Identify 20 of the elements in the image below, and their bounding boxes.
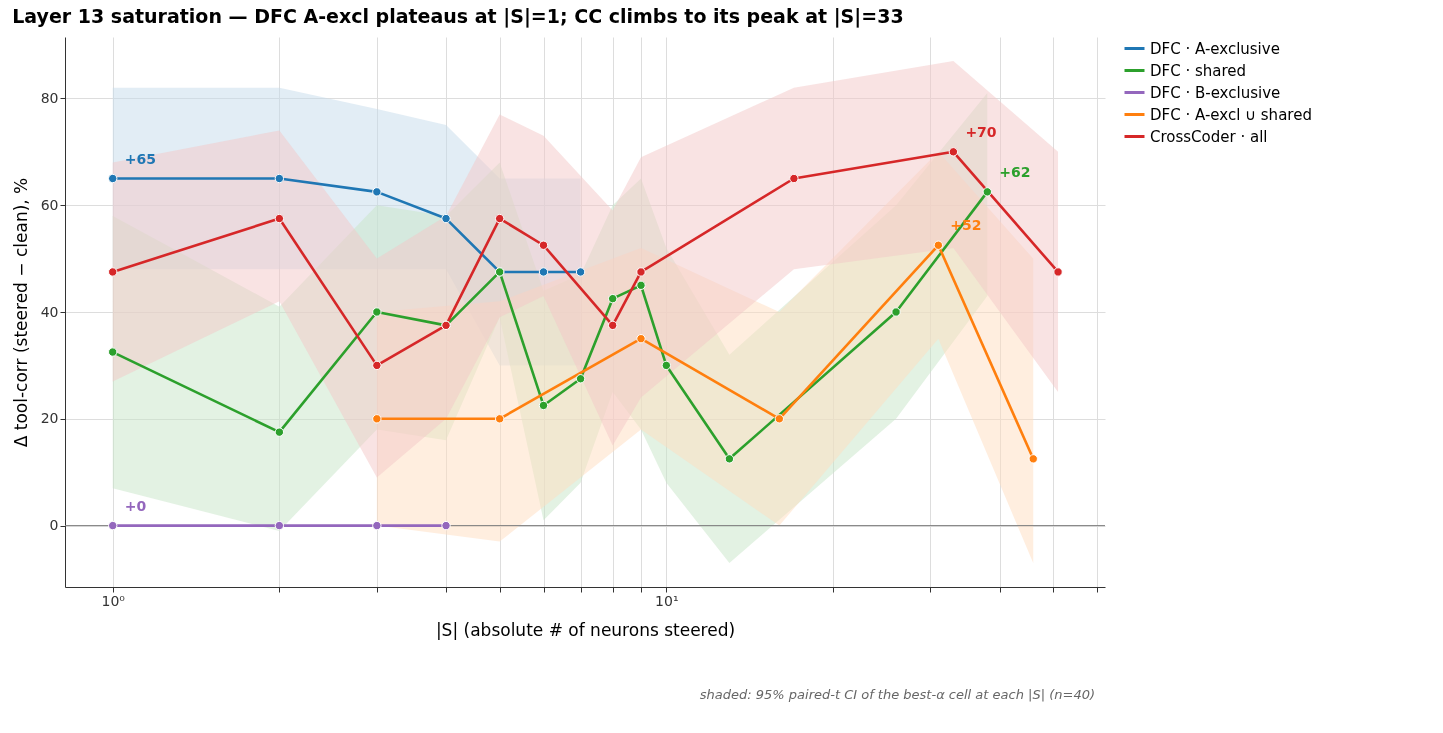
y-tick-label: 20 bbox=[40, 410, 59, 427]
chart-title: Layer 13 saturation — DFC A-excl plateaus at |S|=1; CC climbs to its peak at |S|=33 bbox=[12, 5, 904, 28]
y-tick-label: 40 bbox=[40, 303, 59, 320]
x-axis-title: |S| (absolute # of neurons steered) bbox=[435, 619, 736, 640]
legend-label: DFC · B-exclusive bbox=[1150, 83, 1281, 102]
annotation: +0 bbox=[124, 497, 147, 514]
legend-label: DFC · A-excl ∪ shared bbox=[1150, 105, 1312, 124]
annotation: +62 bbox=[999, 163, 1031, 180]
x-tick-label: 10¹ bbox=[655, 592, 679, 609]
y-tick-label: 60 bbox=[40, 196, 59, 213]
y-axis-title: Δ tool-corr (steered − clean), % bbox=[10, 177, 31, 448]
x-tick-label: 10⁰ bbox=[101, 592, 126, 609]
y-tick-label: 80 bbox=[40, 89, 59, 106]
legend-label: DFC · A-exclusive bbox=[1150, 39, 1280, 58]
annotation: +65 bbox=[124, 150, 156, 167]
legend-label: CrossCoder · all bbox=[1150, 127, 1268, 146]
legend-label: DFC · shared bbox=[1150, 61, 1247, 80]
y-tick-label: 0 bbox=[49, 517, 59, 534]
annotation: +70 bbox=[965, 123, 997, 140]
text: shaded: 95% paired-t CI of the best-α cell at each |S| (n=40) bbox=[699, 687, 1095, 702]
